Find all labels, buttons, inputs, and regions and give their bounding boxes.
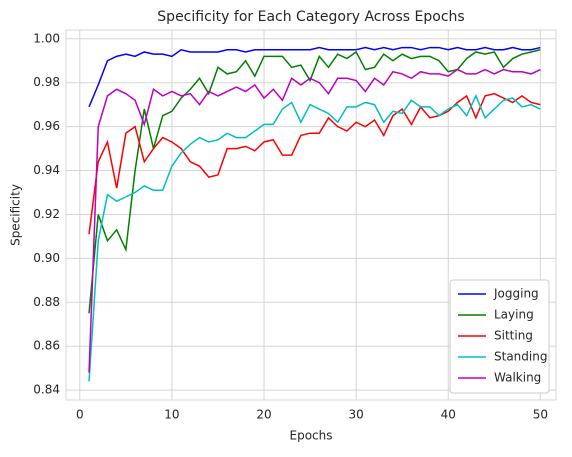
legend-box <box>449 279 550 394</box>
x-tick-label: 20 <box>256 408 271 422</box>
y-tick-label: 0.90 <box>33 251 60 265</box>
x-tick-label: 30 <box>348 408 363 422</box>
y-tick-label: 0.98 <box>33 75 60 89</box>
y-tick-label: 0.94 <box>33 163 60 177</box>
chart-title: Specificity for Each Category Across Epo… <box>157 9 464 25</box>
x-tick-label: 10 <box>164 408 179 422</box>
legend-label: Jogging <box>493 287 539 301</box>
legend-label: Standing <box>494 350 547 364</box>
legend-label: Laying <box>494 308 534 322</box>
plot-frame <box>65 29 557 401</box>
series-line <box>88 46 541 108</box>
x-tick-label: 0 <box>76 408 84 422</box>
series-line <box>88 94 541 382</box>
legend-label: Sitting <box>494 329 533 343</box>
y-tick-label: 0.92 <box>33 207 60 221</box>
y-tick-label: 0.86 <box>33 339 60 353</box>
legend-label: Walking <box>494 371 541 385</box>
y-axis-label: Specificity <box>9 184 23 246</box>
y-tick-label: 0.96 <box>33 119 60 133</box>
y-tick-label: 0.84 <box>33 383 60 397</box>
series-line <box>88 92 541 235</box>
y-tick-label: 0.88 <box>33 295 60 309</box>
x-tick-label: 50 <box>533 408 548 422</box>
series-line <box>88 68 541 373</box>
x-tick-label: 40 <box>441 408 456 422</box>
y-tick-label: 1.00 <box>33 31 60 45</box>
legend: Jogging Laying Sitting Standing Walking <box>449 279 550 394</box>
series-line <box>88 49 541 314</box>
x-axis-label: Epochs <box>290 429 333 443</box>
